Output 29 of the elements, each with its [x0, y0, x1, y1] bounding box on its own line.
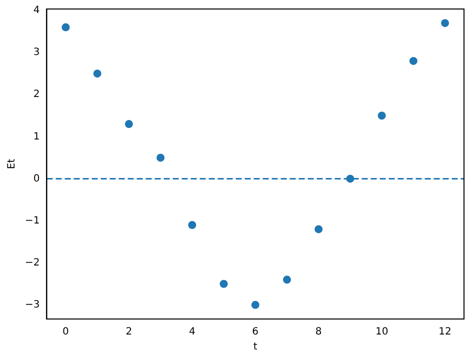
x-axis-title: t [253, 342, 258, 353]
y-tick-label: −1 [24, 215, 40, 226]
point [62, 23, 70, 32]
x-tick-label: 10 [375, 326, 388, 338]
point [93, 70, 102, 78]
x-tick-label: 8 [315, 326, 322, 338]
point [156, 154, 165, 162]
point [441, 19, 450, 28]
y-tick-label: 1 [33, 131, 40, 142]
x-tick-label: 6 [252, 326, 259, 338]
x-tick-label: 12 [438, 326, 452, 338]
point [378, 112, 386, 120]
y-tick-label: 4 [33, 5, 40, 16]
y-tick-label: −3 [24, 300, 40, 311]
y-tick-label: 0 [33, 173, 40, 184]
point [124, 120, 133, 128]
point [220, 280, 228, 288]
x-tick-label: 4 [188, 326, 196, 338]
point [251, 300, 260, 309]
point [409, 56, 418, 65]
point [282, 276, 291, 284]
y-tick-label: 3 [33, 47, 40, 58]
y-tick-label: −2 [24, 257, 40, 268]
point [188, 220, 196, 229]
y-axis-title: Et [6, 158, 18, 170]
x-tick-label: 0 [62, 326, 69, 338]
y-tick-label: 2 [33, 89, 40, 100]
x-tick-label: 2 [126, 326, 132, 338]
point [314, 225, 323, 234]
